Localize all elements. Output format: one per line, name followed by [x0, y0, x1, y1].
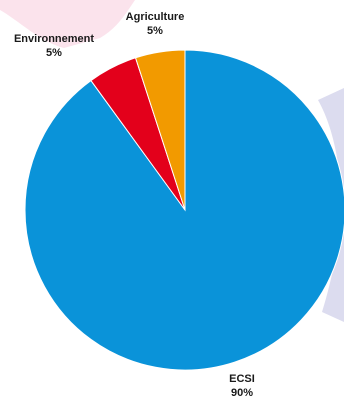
- ecsi-value: 90%: [230, 387, 254, 399]
- label-environnement: Environnement 5%: [14, 32, 94, 60]
- agriculture-label: Agriculture: [125, 11, 185, 23]
- decor-lavender-blob: [318, 88, 344, 322]
- agriculture-value: 5%: [147, 25, 163, 37]
- decor-pink-blob: [0, 0, 135, 48]
- pie-slice-agriculture: [134, 49, 186, 211]
- pie-slices: [24, 49, 344, 371]
- environnement-label: Environnement: [13, 33, 95, 45]
- label-agriculture: Agriculture 5%: [126, 10, 185, 38]
- ecsi-label: ECSI: [229, 373, 255, 385]
- label-ecsi: ECSI 90%: [229, 372, 255, 400]
- environnement-value: 5%: [46, 47, 62, 59]
